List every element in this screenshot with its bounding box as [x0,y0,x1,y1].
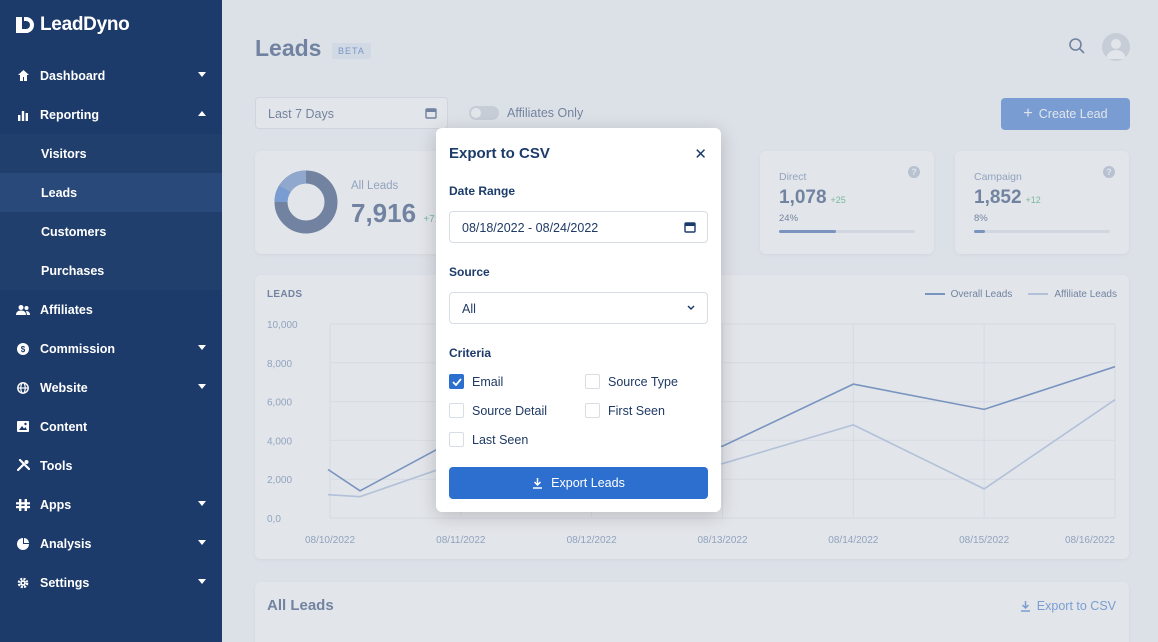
tools-icon [16,459,30,473]
export-csv-modal: Export to CSV ✕ Date Range 08/18/2022 - … [436,128,721,512]
modal-title: Export to CSV [449,145,550,162]
criteria-first-seen-checkbox[interactable]: First Seen [585,403,665,418]
date-range-input[interactable]: 08/18/2022 - 08/24/2022 [449,211,708,243]
sidebar-item-label: Website [40,380,88,395]
sidebar-item-affiliates[interactable]: Affiliates [0,290,222,329]
sidebar-item-label: Content [40,419,88,434]
date-range-input-value: 08/18/2022 - 08/24/2022 [462,221,599,235]
checkbox-unchecked-icon [585,403,600,418]
app-name: LeadDyno [40,14,130,35]
criteria-label-text: First Seen [608,403,665,418]
chevron-down-icon [198,345,206,350]
download-icon [533,478,543,489]
sidebar-subitem-purchases[interactable]: Purchases [0,251,222,290]
sidebar-item-dashboard[interactable]: Dashboard [0,56,222,95]
sidebar-item-reporting[interactable]: Reporting [0,95,222,134]
image-icon [16,420,30,434]
sidebar-item-content[interactable]: Content [0,407,222,446]
date-range-label: Date Range [449,184,516,198]
chevron-down-icon [687,305,695,311]
sidebar-item-commission[interactable]: $ Commission [0,329,222,368]
export-leads-button[interactable]: Export Leads [449,467,708,499]
sidebar-subitem-customers[interactable]: Customers [0,212,222,251]
svg-text:$: $ [21,345,26,354]
sidebar-item-label: Leads [41,185,78,200]
close-icon[interactable]: ✕ [694,146,707,163]
apps-icon [16,498,30,512]
criteria-label-text: Last Seen [472,432,529,447]
criteria-label: Criteria [449,346,492,360]
chevron-down-icon [198,72,206,77]
globe-icon [16,381,30,395]
leaddyno-logo-icon [16,17,34,33]
sidebar-nav: Dashboard Reporting Visitors Leads Custo… [0,56,222,602]
criteria-label-text: Source Detail [472,403,548,418]
sidebar: LeadDyno Dashboard Reporting Visitors Le… [0,0,222,642]
source-select[interactable]: All [449,292,708,324]
sidebar-item-apps[interactable]: Apps [0,485,222,524]
chevron-down-icon [198,540,206,545]
sidebar-item-website[interactable]: Website [0,368,222,407]
source-label: Source [449,265,490,279]
criteria-source-type-checkbox[interactable]: Source Type [585,374,678,389]
chevron-down-icon [198,579,206,584]
checkbox-unchecked-icon [585,374,600,389]
sidebar-item-label: Visitors [41,146,87,161]
sidebar-item-label: Customers [41,224,107,239]
criteria-label-text: Source Type [608,374,678,389]
criteria-last-seen-checkbox[interactable]: Last Seen [449,432,528,447]
sidebar-subitem-visitors[interactable]: Visitors [0,134,222,173]
sidebar-item-analysis[interactable]: Analysis [0,524,222,563]
checkbox-unchecked-icon [449,432,464,447]
chevron-down-icon [198,501,206,506]
sidebar-item-label: Tools [40,458,73,473]
sidebar-item-label: Apps [40,497,72,512]
gear-icon [16,576,30,590]
chevron-down-icon [198,384,206,389]
chevron-up-icon [198,111,206,116]
criteria-source-detail-checkbox[interactable]: Source Detail [449,403,547,418]
sidebar-item-tools[interactable]: Tools [0,446,222,485]
sidebar-item-label: Affiliates [40,302,93,317]
sidebar-item-label: Commission [40,341,116,356]
dollar-icon: $ [16,342,30,356]
users-icon [16,303,30,317]
pie-chart-icon [16,537,30,551]
sidebar-subitem-leads[interactable]: Leads [0,173,222,212]
logo[interactable]: LeadDyno [14,14,130,36]
criteria-label-text: Email [472,374,504,389]
bar-chart-icon [16,108,30,122]
checkbox-unchecked-icon [449,403,464,418]
home-icon [16,69,30,83]
sidebar-item-label: Settings [40,575,90,590]
criteria-email-checkbox[interactable]: Email [449,374,503,389]
calendar-icon [684,222,696,233]
checkbox-checked-icon [449,374,464,389]
reporting-submenu: Visitors Leads Customers Purchases [0,134,222,290]
export-leads-label: Export Leads [551,476,625,490]
sidebar-item-label: Analysis [40,536,92,551]
source-select-value: All [462,302,476,316]
sidebar-item-label: Dashboard [40,68,106,83]
sidebar-item-settings[interactable]: Settings [0,563,222,602]
sidebar-item-label: Purchases [41,263,105,278]
sidebar-item-label: Reporting [40,107,100,122]
